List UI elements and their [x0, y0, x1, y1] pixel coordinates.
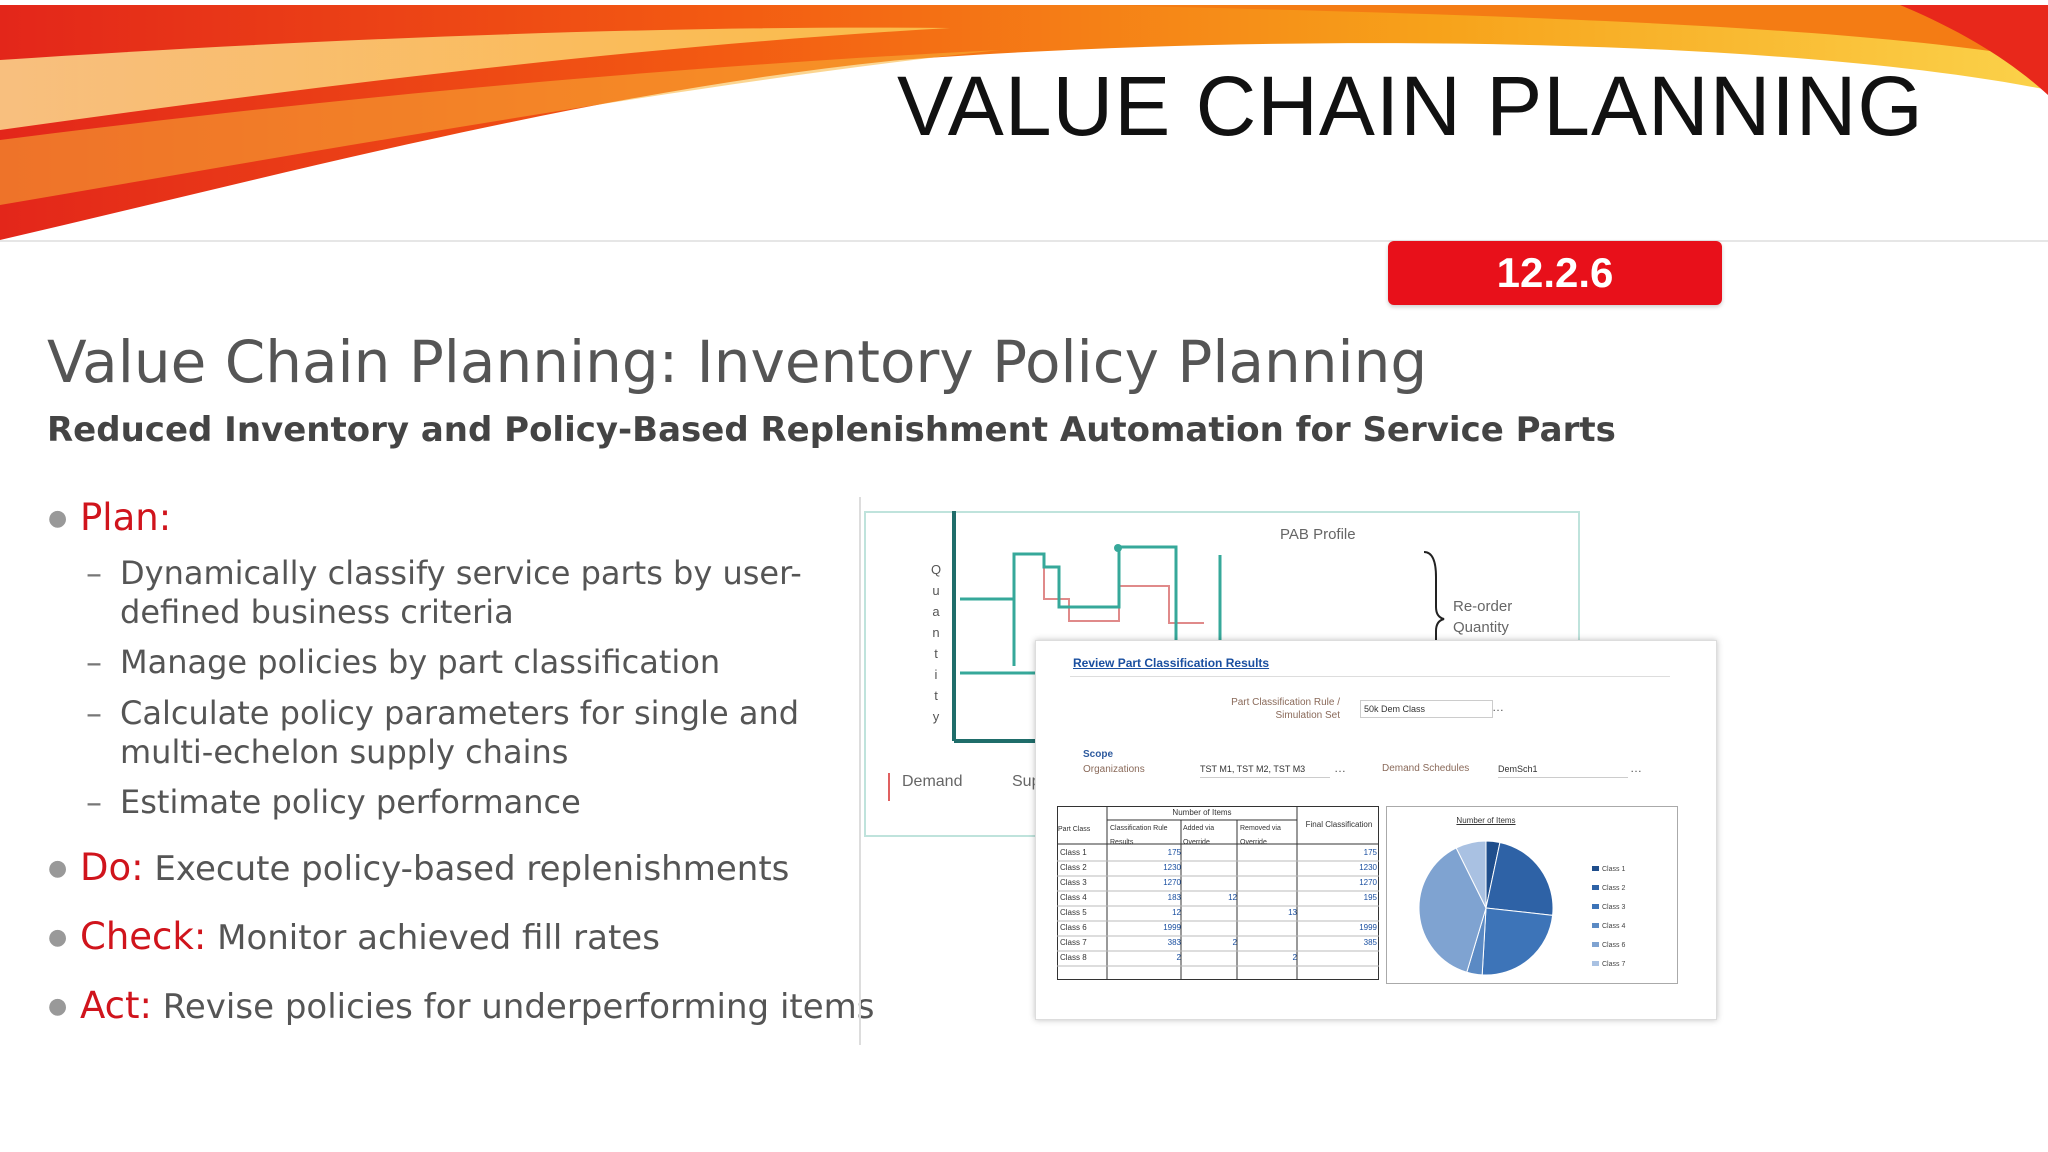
rule-input[interactable]: 50k Dem Class: [1360, 700, 1493, 718]
organizations-label: Organizations: [1083, 764, 1145, 775]
col-header-added: Added via Override: [1183, 825, 1215, 846]
plan-item-2: – Manage policies by part classification: [86, 643, 721, 681]
demand-label: Demand: [902, 773, 963, 790]
pie-legend-item: Class 7: [1592, 955, 1625, 974]
legend-swatch: [1592, 866, 1599, 871]
slide-subheading: Reduced Inventory and Policy-Based Reple…: [47, 410, 1616, 450]
organizations-input[interactable]: TST M1, TST M2, TST M3: [1200, 761, 1330, 778]
bullet-dot: ●: [48, 506, 68, 531]
bullet-plan-keyword: Plan:: [80, 496, 172, 539]
plan-item-4-line1: Estimate policy performance: [120, 783, 581, 821]
version-badge: 12.2.6: [1388, 241, 1722, 305]
plan-item-2-line1: Manage policies by part classification: [120, 643, 721, 681]
table-row: Class 7 383 2 385: [1060, 938, 1377, 947]
pie-legend-item: Class 2: [1592, 879, 1625, 898]
pab-profile-label: PAB Profile: [1280, 526, 1356, 543]
pie-legend-item: Class 3: [1592, 898, 1625, 917]
slide-title: VALUE CHAIN PLANNING: [897, 59, 1924, 153]
supply-label: Sup: [1012, 773, 1041, 790]
pie-slice-6: [1455, 840, 1487, 909]
legend-label: Class 7: [1602, 961, 1626, 968]
legend-swatch: [1592, 885, 1599, 890]
review-link-divider: [1070, 676, 1670, 677]
table-row: Class 3 1270 1270: [1060, 878, 1377, 887]
table-row: Class 2 1230 1230: [1060, 863, 1377, 872]
plan-item-1: – Dynamically classify service parts by …: [86, 554, 802, 631]
legend-swatch: [1592, 961, 1599, 966]
legend-label: Class 6: [1602, 942, 1626, 949]
pie-legend-item: Class 4: [1592, 917, 1625, 936]
column-divider: [859, 497, 861, 1045]
col-header-final: Final Classification: [1305, 820, 1373, 829]
reorder-quantity-label: Re-order Quantity: [1453, 596, 1512, 638]
legend-swatch: [1592, 923, 1599, 928]
legend-swatch: [1592, 904, 1599, 909]
pie-slice-2: [1485, 841, 1554, 916]
table-row: Class 6 1999 1999: [1060, 923, 1377, 932]
organizations-lookup-icon[interactable]: …: [1334, 761, 1346, 775]
bullet-check: ● Check: Monitor achieved fill rates: [48, 915, 660, 958]
plan-item-1-line2: defined business criteria: [120, 593, 514, 631]
review-link[interactable]: Review Part Classification Results: [1073, 656, 1270, 670]
reorder-line2: Quantity: [1453, 619, 1509, 636]
plan-item-1-line1: Dynamically classify service parts by us…: [120, 554, 802, 592]
legend-swatch: [1592, 942, 1599, 947]
legend-label: Class 3: [1602, 904, 1626, 911]
table-row: Class 1 175 175: [1060, 848, 1377, 857]
bullet-do: ● Do: Execute policy-based replenishment…: [48, 846, 790, 889]
rule-lookup-icon[interactable]: …: [1492, 700, 1504, 714]
bullet-act: ● Act: Revise policies for underperformi…: [48, 984, 875, 1027]
plan-item-4: – Estimate policy performance: [86, 783, 581, 821]
table-group-header: Number of Items: [1172, 808, 1232, 817]
pie-legend-item: Class 1: [1592, 860, 1625, 879]
slide-heading: Value Chain Planning: Inventory Policy P…: [47, 328, 1428, 396]
table-body: Class 1 175 175 Class 2 1230 1230 Class 3 127…: [1057, 845, 1379, 965]
bullet-plan: ● Plan:: [48, 496, 171, 539]
col-header-removed: Removed via Override: [1240, 825, 1281, 846]
pie-legend-item: Class 6: [1592, 936, 1625, 955]
pie-title: Number of Items: [1456, 816, 1516, 825]
reorder-line1: Re-order: [1453, 598, 1513, 615]
plan-item-3: – Calculate policy parameters for single…: [86, 694, 800, 771]
demand-schedule-input[interactable]: DemSch1: [1498, 761, 1628, 778]
pie-chart: [1418, 840, 1554, 976]
pie-legend: Class 1 Class 2 Class 3 Class 4 Class 6 Class…: [1592, 860, 1625, 974]
legend-label: Class 1: [1602, 866, 1626, 873]
bullet-act-text: Revise policies for underperforming item…: [162, 987, 875, 1027]
pie-slice-3: [1481, 907, 1554, 976]
col-header-rule-results: Classification Rule Results: [1110, 825, 1168, 846]
legend-label: Class 2: [1602, 885, 1626, 892]
col-header-part-class: Part Class: [1058, 826, 1091, 833]
plan-item-3-line1: Calculate policy parameters for single a…: [120, 694, 800, 732]
table-row: Class 4 183 12 195: [1060, 893, 1377, 902]
rule-label: Part Classification Rule / Simulation Se…: [1231, 697, 1340, 721]
bullet-do-text: Execute policy-based replenishments: [154, 849, 790, 889]
bullet-check-keyword: Check:: [80, 915, 207, 958]
legend-label: Class 4: [1602, 923, 1626, 930]
demand-schedule-lookup-icon[interactable]: …: [1630, 761, 1642, 775]
table-row: Class 5 12 13: [1060, 908, 1297, 917]
classification-table: [1057, 806, 1379, 980]
bullet-act-keyword: Act:: [80, 984, 152, 1027]
scope-label: Scope: [1083, 749, 1114, 760]
bullet-check-text: Monitor achieved fill rates: [217, 918, 660, 958]
demand-schedule-label: Demand Schedules: [1382, 763, 1470, 774]
plan-item-3-line2: multi-echelon supply chains: [120, 733, 569, 771]
pab-red-line: [1014, 553, 1204, 624]
pie-slice-5: [1418, 847, 1487, 973]
bullet-do-keyword: Do:: [80, 846, 144, 889]
